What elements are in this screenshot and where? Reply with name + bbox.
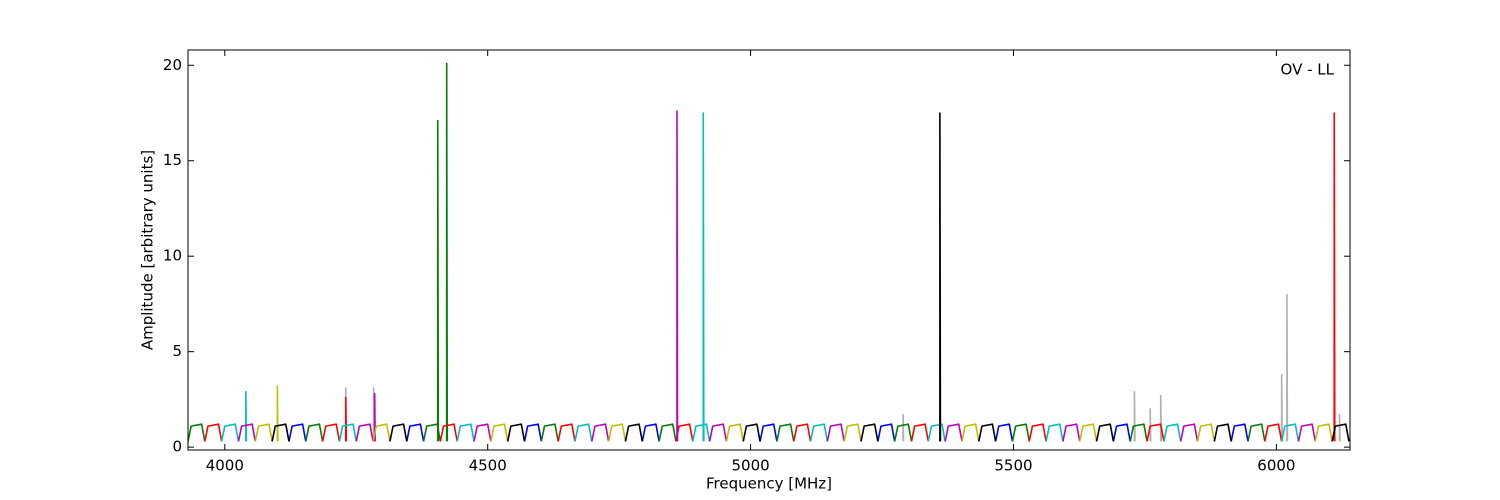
y-tick-label: 5 bbox=[172, 342, 182, 360]
series-line bbox=[220, 112, 1300, 442]
y-axis-label: Amplitude [arbitrary units] bbox=[139, 150, 157, 350]
y-tick-label: 10 bbox=[163, 247, 182, 265]
y-tick-label: 0 bbox=[172, 438, 182, 456]
series-line bbox=[288, 423, 1249, 442]
x-tick-label: 4500 bbox=[469, 457, 507, 475]
x-tick-label: 5500 bbox=[994, 457, 1032, 475]
plot-frame bbox=[187, 49, 1351, 451]
series-line bbox=[204, 112, 1336, 442]
series-line bbox=[237, 110, 1317, 442]
x-tick-label: 6000 bbox=[1257, 457, 1295, 475]
series-line bbox=[271, 112, 1350, 442]
x-axis-label: Frequency [MHz] bbox=[706, 475, 832, 493]
plot-lines bbox=[188, 62, 1350, 442]
x-tick-label: 4000 bbox=[206, 457, 244, 475]
series-line bbox=[254, 385, 1333, 442]
y-tick-label: 20 bbox=[163, 56, 182, 74]
x-tick-label: 5000 bbox=[732, 457, 770, 475]
y-tick-label: 15 bbox=[163, 151, 182, 169]
series-line bbox=[188, 62, 1266, 442]
series-line bbox=[344, 293, 1341, 442]
annotation: OV - LL bbox=[1281, 61, 1335, 79]
